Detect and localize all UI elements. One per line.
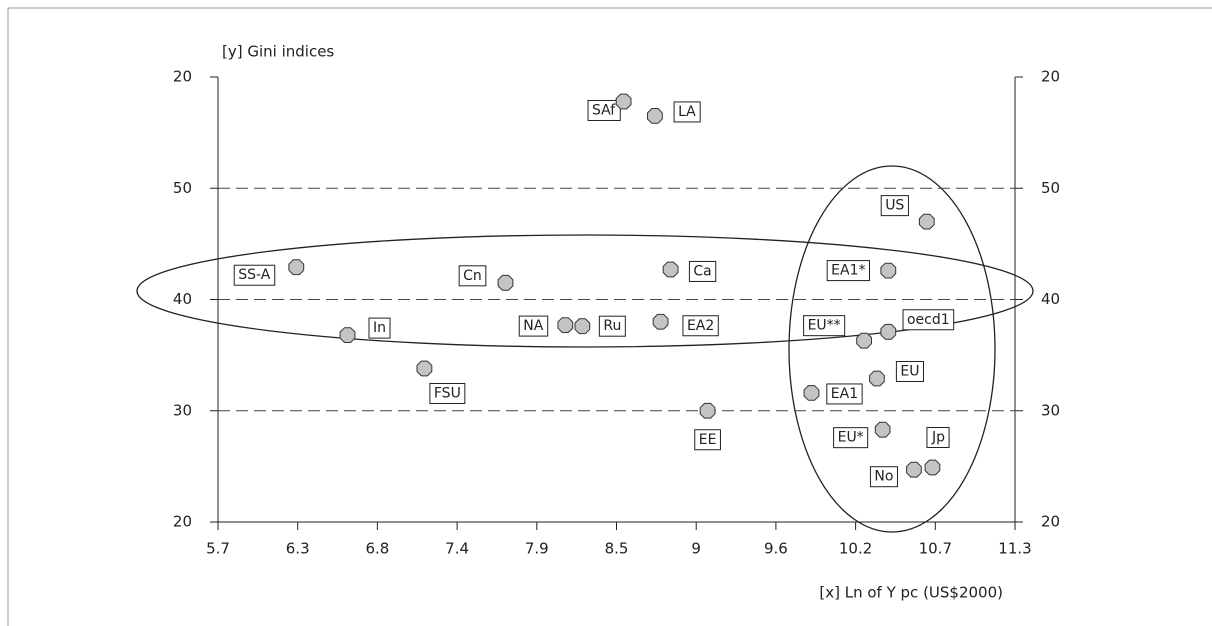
- point-label-box: [895, 360, 924, 382]
- x-tick-label: 9: [691, 540, 701, 558]
- point-label: No: [874, 469, 893, 485]
- point-label: EA1*: [831, 263, 865, 279]
- point: [699, 402, 716, 419]
- point-label-box: [688, 260, 717, 282]
- point: [497, 274, 514, 291]
- point: [615, 93, 632, 110]
- point-label-box: [869, 466, 898, 488]
- point-label-box: [826, 383, 863, 405]
- point-label: SAf: [592, 102, 616, 118]
- point-label-box: [598, 315, 626, 337]
- point: [652, 313, 669, 330]
- point: [416, 360, 433, 377]
- point: [906, 461, 922, 478]
- point-label: EA1: [831, 386, 858, 402]
- y2-tick-label: 30: [1041, 401, 1060, 419]
- point-label: Cn: [463, 268, 482, 284]
- x-tick-label: 6.8: [365, 540, 389, 558]
- point: [288, 259, 305, 276]
- x-tick-label: 7.9: [525, 540, 549, 558]
- point-label: EE: [699, 432, 717, 448]
- point-label-box: [826, 260, 871, 282]
- point: [856, 332, 872, 349]
- y2-tick-label: 20: [1041, 513, 1060, 531]
- point-label-box: [682, 315, 719, 337]
- point-label-box: [833, 427, 869, 449]
- point-label-box: [458, 265, 487, 287]
- point-label: FSU: [434, 385, 461, 401]
- point: [557, 317, 574, 333]
- point: [880, 323, 897, 340]
- group-ellipse: [788, 165, 996, 533]
- point-label: LA: [678, 104, 696, 120]
- y-axis-title: [y] Gini indices: [222, 43, 334, 61]
- point: [874, 421, 891, 438]
- point: [662, 261, 679, 278]
- point-label-box: [673, 101, 701, 123]
- y-tick-label: 30: [173, 401, 192, 419]
- point: [918, 213, 935, 230]
- x-tick-label: 10.2: [839, 540, 872, 558]
- x-tick-label: 7.4: [445, 540, 469, 558]
- point: [647, 108, 663, 124]
- point-label: US: [885, 198, 904, 214]
- point: [880, 262, 897, 279]
- x-tick-label: 6.3: [286, 540, 310, 558]
- x-tick-label: 10.7: [919, 540, 952, 558]
- point-label-box: [233, 264, 276, 286]
- x-axis-title: [x] Ln of Y pc (US$2000): [819, 584, 1003, 602]
- point-label-box: [880, 195, 909, 217]
- point: [924, 459, 941, 476]
- point-label: EU*: [838, 430, 864, 446]
- point-label: EU: [900, 363, 919, 379]
- point-label: Ca: [693, 263, 711, 279]
- point-label-box: [587, 99, 621, 121]
- y2-tick-label: 20: [1041, 68, 1060, 86]
- x-tick-label: 5.7: [206, 540, 230, 558]
- point-label-box: [902, 309, 955, 331]
- point-label: SS-A: [238, 267, 271, 283]
- point: [339, 327, 356, 343]
- point-label: Ru: [603, 318, 621, 334]
- y2-tick-label: 40: [1041, 290, 1060, 308]
- point-label-box: [429, 382, 466, 404]
- point-label: oecd1: [907, 312, 950, 328]
- point-label-box: [694, 429, 721, 451]
- y-tick-label: 40: [173, 290, 192, 308]
- point-label: Jp: [931, 429, 945, 445]
- point: [803, 385, 820, 401]
- point-label-box: [518, 315, 549, 337]
- point: [574, 318, 591, 335]
- point-label: NA: [523, 318, 543, 334]
- point-label: EU**: [808, 318, 841, 334]
- point-label: EA2: [687, 318, 714, 334]
- y-tick-label: 50: [173, 179, 192, 197]
- point-label-box: [803, 315, 846, 337]
- point: [869, 370, 885, 387]
- x-tick-label: 11.3: [998, 540, 1031, 558]
- point-label-box: [368, 317, 391, 339]
- x-tick-label: 8.5: [605, 540, 629, 558]
- point-label-box: [926, 426, 950, 448]
- group-ellipse: [136, 234, 1034, 348]
- y-tick-label: 20: [173, 513, 192, 531]
- point-label: In: [373, 320, 386, 336]
- y2-tick-label: 50: [1041, 179, 1060, 197]
- x-tick-label: 9.6: [764, 540, 788, 558]
- y-tick-label: 20: [173, 68, 192, 86]
